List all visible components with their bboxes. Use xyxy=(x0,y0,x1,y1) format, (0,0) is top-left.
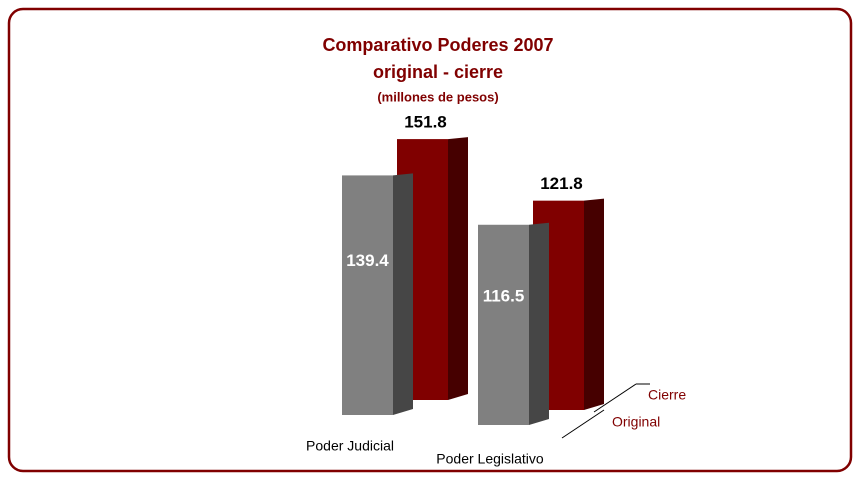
bar-face xyxy=(529,222,549,425)
legend-label: Cierre xyxy=(648,387,686,403)
bar-face xyxy=(342,175,393,415)
legend-line xyxy=(593,383,637,413)
bar-face xyxy=(448,137,468,400)
bar xyxy=(478,222,549,425)
legend-label: Original xyxy=(612,414,660,430)
x-tick-label: Poder Legislativo xyxy=(436,451,544,467)
chart-title: Comparativo Poderes 2007 xyxy=(322,35,553,55)
value-label: 151.8 xyxy=(404,113,447,132)
unit-label: (millones de pesos) xyxy=(377,89,498,104)
legend-line xyxy=(561,409,605,439)
value-label: 139.4 xyxy=(346,251,389,270)
bar xyxy=(342,173,413,415)
x-tick-label: Poder Judicial xyxy=(306,438,394,454)
bar-face xyxy=(478,224,529,425)
bar-face xyxy=(584,198,604,410)
value-label: 121.8 xyxy=(540,174,583,193)
chart-subtitle: original - cierre xyxy=(373,62,503,82)
bar-face xyxy=(393,173,413,415)
value-label: 116.5 xyxy=(483,286,525,305)
